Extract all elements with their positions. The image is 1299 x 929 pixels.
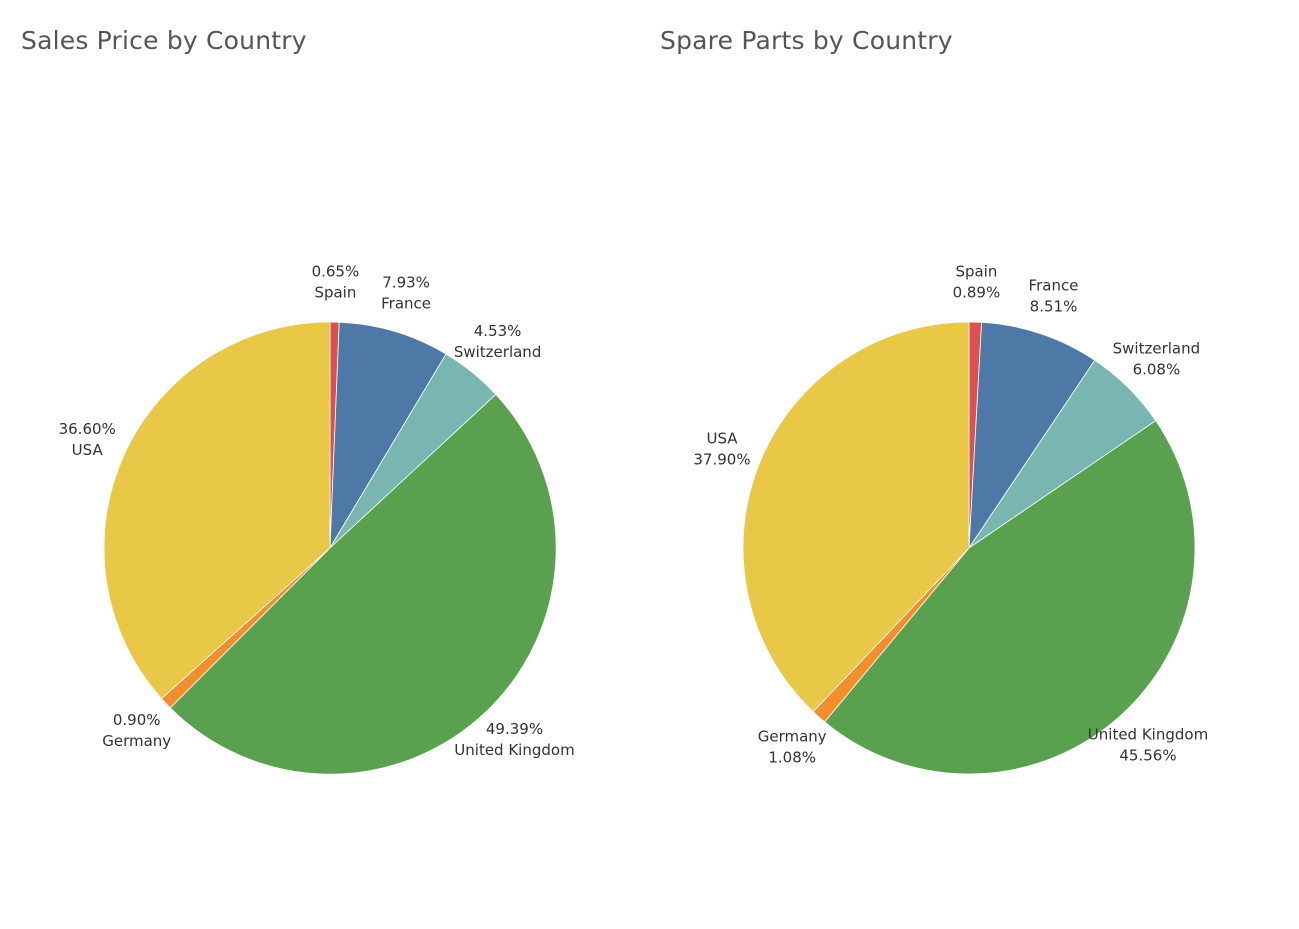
pie-slice-united-kingdom[interactable] (169, 393, 557, 775)
slice-label-usa: 36.60% USA (59, 420, 116, 459)
pie-slices (103, 321, 557, 775)
slice-label-france: 7.93% France (381, 274, 431, 313)
slice-label-france: France 8.51% (1029, 276, 1079, 315)
sales-price-chart: Sales Price by Country 0.65% Spain 7.93% Fr… (0, 0, 640, 929)
slice-label-switzerland: Switzerland 6.08% (1113, 340, 1201, 379)
pie-slices (742, 321, 1196, 775)
pie-slice-united-kingdom[interactable] (824, 420, 1196, 775)
pie-slice-france[interactable] (329, 321, 447, 549)
chart-title: Spare Parts by Country (660, 26, 953, 55)
pie-slice-usa[interactable] (103, 321, 331, 700)
pie-chart: Spain 0.89% France 8.51% Switzerland 6.08% Uni… (693, 263, 1208, 775)
slice-label-germany: 0.90% Germany (102, 711, 171, 750)
slice-label-united-kingdom: United Kingdom 45.56% (1088, 725, 1208, 764)
slice-label-switzerland: 4.53% Switzerland (454, 322, 542, 361)
chart-title: Sales Price by Country (21, 26, 307, 55)
pie-slice-france[interactable] (968, 321, 1096, 550)
pie-slice-usa[interactable] (742, 321, 970, 713)
slice-label-germany: Germany 1.08% (758, 727, 827, 766)
slice-label-united-kingdom: 49.39% United Kingdom (454, 720, 574, 759)
slice-label-spain: Spain 0.89% (953, 263, 1001, 302)
slice-label-usa: USA 37.90% (693, 430, 750, 469)
spare-parts-chart: Spare Parts by Country Spain 0.89% France 8… (639, 0, 1279, 929)
slice-label-spain: 0.65% Spain (312, 263, 360, 302)
pie-chart: 0.65% Spain 7.93% France 4.53% Switzerland 49.… (59, 263, 575, 775)
